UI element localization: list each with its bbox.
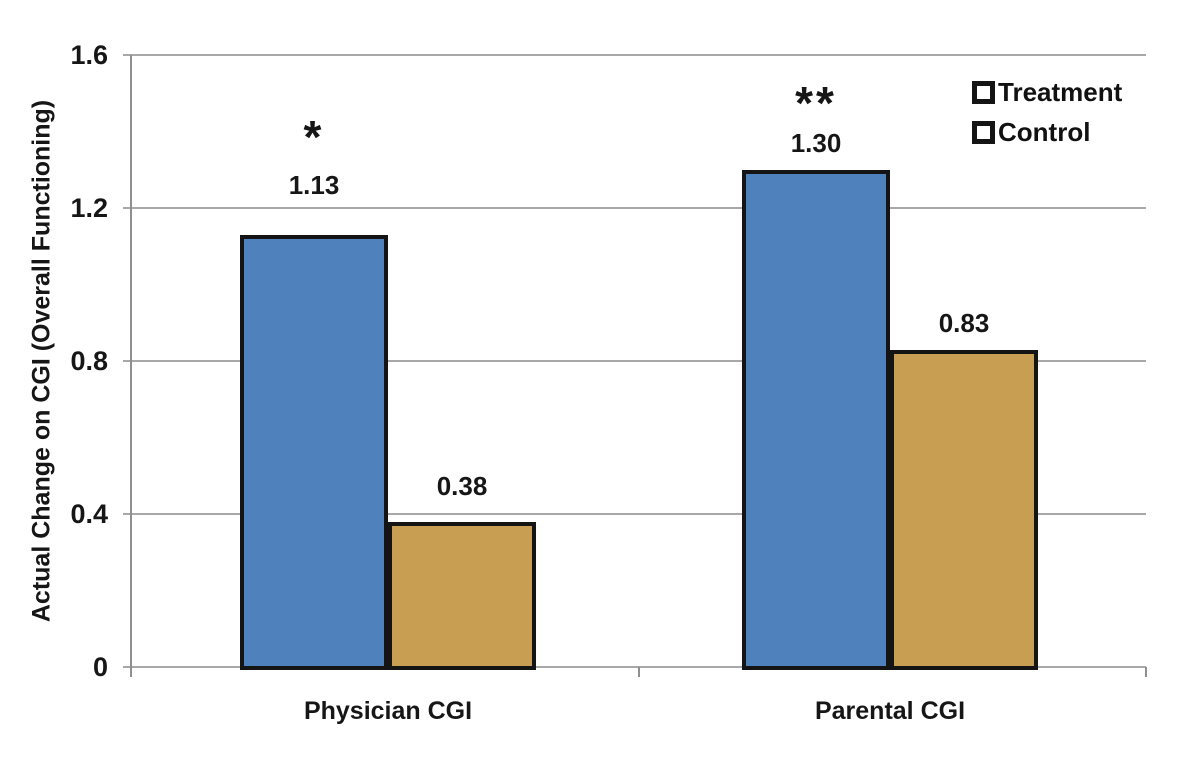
- x-axis-tick-1: [638, 667, 640, 677]
- value-label-treatment-parental-cgi: 1.30: [790, 128, 842, 158]
- gridline-0: [123, 666, 1146, 668]
- value-label-treatment-physician-cgi: 1.13: [288, 170, 340, 200]
- y-tick-label-1-6: 1.6: [70, 40, 108, 70]
- x-category-label-parental-cgi: Parental CGI: [814, 697, 966, 725]
- x-axis-tick-2: [1145, 667, 1147, 677]
- control-swatch-icon: [972, 120, 995, 144]
- y-tick-label-1-2: 1.2: [70, 193, 108, 223]
- legend-entry-treatment: Treatment: [972, 79, 1122, 105]
- treatment-swatch-icon: [972, 80, 995, 104]
- bar-treatment-physician-cgi: [240, 235, 388, 670]
- x-category-label-physician-cgi: Physician CGI: [303, 697, 473, 725]
- value-label-control-parental-cgi: 0.83: [938, 308, 990, 338]
- y-tick-label-0-4: 0.4: [70, 499, 108, 529]
- bar-control-physician-cgi: [388, 522, 536, 670]
- legend-entry-control: Control: [972, 119, 1122, 145]
- value-label-control-physician-cgi: 0.38: [436, 471, 488, 501]
- legend: Treatment Control: [972, 79, 1122, 159]
- gridline-1-6: [123, 54, 1146, 56]
- bar-control-parental-cgi: [890, 350, 1038, 670]
- significance-annotation-physician-cgi: *: [303, 111, 325, 163]
- y-axis-line: [130, 55, 132, 667]
- legend-label-treatment: Treatment: [998, 77, 1123, 107]
- y-tick-label-0: 0: [92, 652, 108, 682]
- legend-label-control: Control: [998, 117, 1091, 147]
- x-axis-tick-0: [130, 667, 132, 677]
- y-tick-label-0-8: 0.8: [70, 346, 108, 376]
- gridline-0-4: [123, 513, 1146, 515]
- gridline-0-8: [123, 360, 1146, 362]
- bar-treatment-parental-cgi: [742, 170, 890, 670]
- significance-annotation-parental-cgi: **: [795, 77, 837, 129]
- gridline-1-2: [123, 207, 1146, 209]
